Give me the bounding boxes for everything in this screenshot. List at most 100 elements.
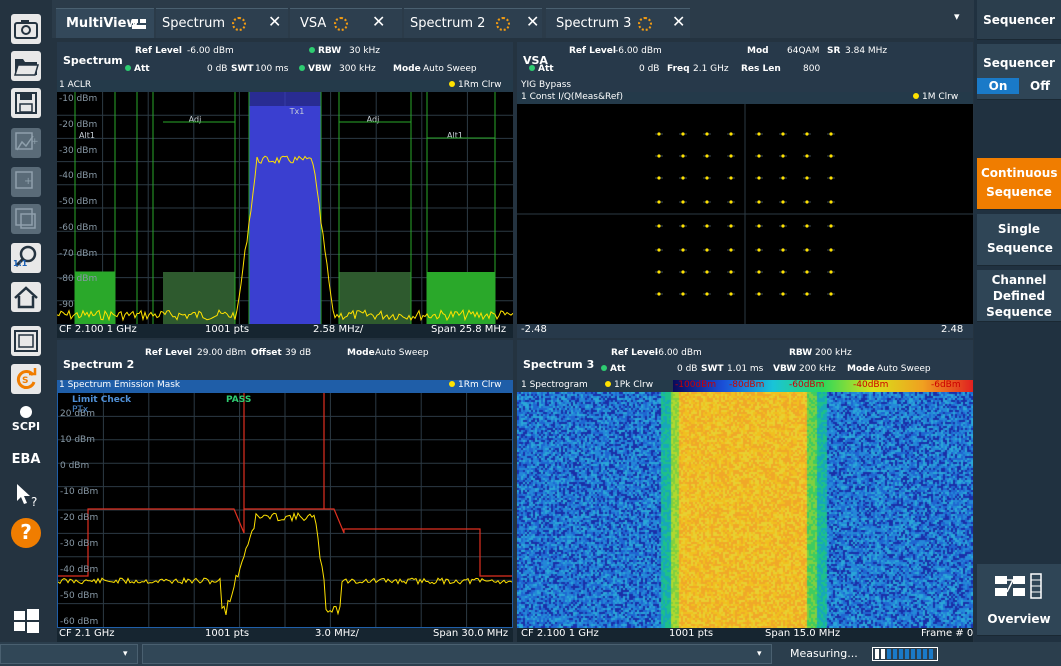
spectrogram-plot[interactable] xyxy=(517,392,973,628)
sequencer-on-option[interactable]: On xyxy=(977,78,1019,94)
constellation-point xyxy=(781,248,785,252)
close-icon[interactable]: ✕ xyxy=(672,12,686,31)
tab-spectrum-2[interactable]: Spectrum 2 ✕ xyxy=(404,8,542,38)
constellation-point xyxy=(757,154,761,158)
spectrogram-trace-title: 1 Spectrogram 1Pk Clrw -100dBm -80dBm -6… xyxy=(517,380,973,392)
y-axis-label: -20 dBm xyxy=(60,513,99,523)
tab-menu-icon[interactable]: ▾ xyxy=(954,10,960,23)
channel-name: Spectrum xyxy=(63,54,123,67)
offset-value: 39 dB xyxy=(285,348,312,358)
y-axis-label: -30 dBm xyxy=(60,539,99,549)
marker-icon[interactable]: + xyxy=(11,128,41,158)
center-frequency: CF 2.1 GHz xyxy=(59,628,115,639)
trace-title: 1 ACLR xyxy=(59,80,92,90)
scpi-icon[interactable]: SCPI xyxy=(11,404,41,438)
y-axis-label: -40 dBm xyxy=(60,565,99,575)
fullscreen-icon[interactable] xyxy=(11,326,41,356)
channel-defined-sequence-button[interactable]: Channel Defined Sequence xyxy=(977,270,1061,322)
mode-value: Auto Sweep xyxy=(423,64,477,74)
eba-icon[interactable]: EBA xyxy=(11,446,41,472)
swt-value: 1.01 ms xyxy=(727,364,764,374)
tx-band-top xyxy=(249,92,321,106)
frame-number: Frame # 0 xyxy=(921,628,974,639)
constellation-plot[interactable] xyxy=(517,104,973,324)
constellation-point xyxy=(757,132,761,136)
help-icon[interactable]: ? xyxy=(11,518,41,548)
mod-label: Mod xyxy=(747,46,769,56)
constellation-point xyxy=(805,270,809,274)
y-axis-label: -50 dBm xyxy=(60,591,99,601)
camera-icon[interactable] xyxy=(11,14,41,44)
zoom-area-icon[interactable]: + xyxy=(11,167,41,197)
eba-label: EBA xyxy=(11,452,41,467)
const-trace-title: 1 Const I/Q(Meas&Ref) 1M Clrw xyxy=(517,92,973,104)
y-axis-label: -10 dBm xyxy=(60,487,99,497)
close-icon[interactable]: ✕ xyxy=(268,12,282,31)
tab-spectrum[interactable]: Spectrum ✕ xyxy=(156,8,288,38)
y-axis-label: -80 dBm xyxy=(59,274,98,285)
constellation-point xyxy=(657,154,661,158)
tab-bar: MultiView Spectrum ✕ VSA ✕ Spectrum 2 ✕ … xyxy=(52,0,974,38)
ref-level-value: -6.00 dBm xyxy=(655,348,702,358)
limit-line xyxy=(58,393,512,577)
multi-zoom-icon[interactable] xyxy=(11,204,41,234)
y-axis-label: -10 dBm xyxy=(59,94,98,104)
y-axis-label: 10 dBm xyxy=(60,435,95,445)
tab-multiview[interactable]: MultiView xyxy=(56,8,154,38)
overview-icon xyxy=(995,573,1042,599)
constellation-point xyxy=(805,248,809,252)
continuous-sequence-button[interactable]: Continuous Sequence xyxy=(977,158,1061,210)
span: Span 30.0 MHz xyxy=(433,628,509,639)
constellation-point xyxy=(781,224,785,228)
overview-button[interactable]: Overview xyxy=(977,564,1061,636)
help-pointer-icon[interactable]: ? xyxy=(11,480,41,510)
help-label: ? xyxy=(20,520,32,544)
sem-plot[interactable]: 20 dBm 10 dBm 0 dBm -10 dBm -20 dBm -30 dBm -4… xyxy=(57,392,513,628)
constellation-point xyxy=(829,292,833,296)
constellation-point xyxy=(805,200,809,204)
svg-text:+: + xyxy=(31,137,39,147)
rbw-value: 30 kHz xyxy=(349,46,381,56)
close-icon[interactable]: ✕ xyxy=(526,12,540,31)
constellation-point xyxy=(657,248,661,252)
tab-spectrum-3[interactable]: Spectrum 3 ✕ xyxy=(546,8,690,38)
progress-segment xyxy=(893,649,897,659)
constellation-point xyxy=(705,292,709,296)
spectrum-header[interactable]: Spectrum Ref Level -6.00 dBm Att 0 dB SW… xyxy=(57,42,513,80)
refresh-icon[interactable]: S xyxy=(11,364,41,394)
constellation-point xyxy=(757,270,761,274)
points: 1001 pts xyxy=(205,628,250,639)
progress-segment xyxy=(911,649,915,659)
single-sequence-button[interactable]: Single Sequence xyxy=(977,214,1061,266)
ref-level-label: Ref Level xyxy=(145,348,192,358)
rbw-label: RBW xyxy=(789,348,813,358)
ref-level-value: -6.00 dBm xyxy=(187,46,234,56)
zoom-reset-icon[interactable]: 1:1 xyxy=(11,243,41,273)
save-icon[interactable] xyxy=(11,88,41,118)
trace-mode: 1M Clrw xyxy=(922,92,959,102)
close-icon[interactable]: ✕ xyxy=(372,12,386,31)
folder-open-icon[interactable] xyxy=(11,51,41,81)
tab-vsa[interactable]: VSA ✕ xyxy=(290,8,402,38)
sequencer-toggle[interactable]: Sequencer On Off xyxy=(977,44,1061,100)
status-bar: ▾ ▾ Measuring... xyxy=(0,642,1061,666)
constellation-point xyxy=(705,270,709,274)
limit-pass-label: PASS xyxy=(226,395,252,405)
aclr-plot[interactable]: Tx1 Adj Adj Alt1 Alt1 -10 dBm -20 dBm -30 dBm -… xyxy=(57,92,513,324)
vsa-header[interactable]: VSA Ref Level -6.00 dBm Att 0 dB Freq 2.… xyxy=(517,42,973,80)
att-label: Att xyxy=(538,64,554,74)
aclr-graph: Tx1 Adj Adj Alt1 Alt1 xyxy=(57,92,513,324)
progress-indicator xyxy=(872,647,938,661)
constellation-point xyxy=(829,200,833,204)
status-dropdown-main[interactable]: ▾ xyxy=(142,644,772,664)
spectrum3-header[interactable]: Spectrum 3 Ref Level -6.00 dBm Att 0 dB … xyxy=(517,340,973,380)
constellation-point xyxy=(781,200,785,204)
sequencer-off-option[interactable]: Off xyxy=(1030,79,1050,93)
status-dropdown-left[interactable]: ▾ xyxy=(0,644,138,664)
windows-icon[interactable] xyxy=(11,606,41,636)
y-axis-label: -40 dBm xyxy=(59,171,98,182)
spectrum2-header[interactable]: Spectrum 2 Ref Level 29.00 dBm Offset 39… xyxy=(57,340,513,380)
home-icon[interactable] xyxy=(11,282,41,312)
tab-label: Spectrum 3 xyxy=(556,16,632,31)
progress-segment xyxy=(881,649,885,659)
